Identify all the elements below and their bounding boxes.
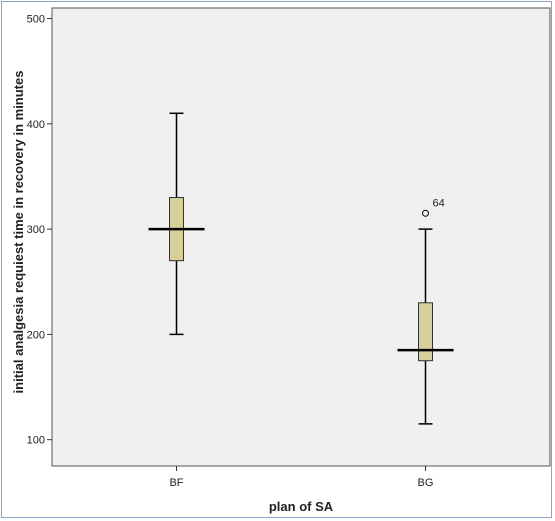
- boxes: 64: [148, 112, 454, 425]
- x-tick-label-BF: BF: [169, 477, 183, 489]
- outlier-BG-64: [422, 209, 429, 217]
- y-tick-label-500: 500: [27, 14, 45, 26]
- y-tick-label-300: 300: [27, 224, 45, 236]
- plot-area: [51, 7, 551, 467]
- x-tick-label-BG: BG: [418, 477, 434, 489]
- outlier-label-64: 64: [433, 197, 445, 209]
- box-BG: [418, 302, 433, 362]
- x-axis: BF BG: [169, 466, 433, 489]
- y-tick-label-100: 100: [27, 435, 45, 447]
- x-axis-title: plan of SA: [269, 499, 334, 514]
- y-axis: 100 200 300 400 500: [27, 14, 52, 447]
- y-tick-label-200: 200: [27, 329, 45, 341]
- y-axis-title: initial analgesia requiest time in recov…: [11, 71, 26, 394]
- y-tick-label-400: 400: [27, 119, 45, 131]
